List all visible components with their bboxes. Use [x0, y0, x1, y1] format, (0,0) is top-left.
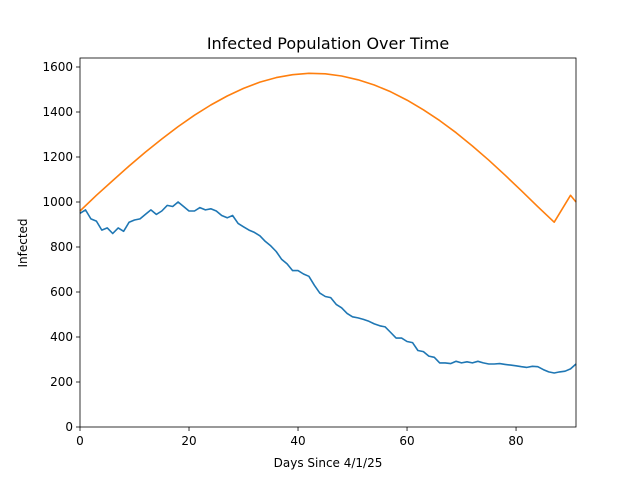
series-line-1	[79, 201, 577, 374]
y-tick-label: 200	[50, 375, 73, 389]
series-line-2	[79, 72, 577, 223]
x-tick-label: 0	[76, 434, 84, 448]
y-tick-label: 1200	[42, 150, 73, 164]
x-axis-label: Days Since 4/1/25	[274, 456, 383, 470]
y-tick-label: 1000	[42, 195, 73, 209]
x-tick-label: 60	[399, 434, 414, 448]
y-tick-label: 1600	[42, 60, 73, 74]
series-layer	[79, 72, 577, 374]
y-axis-label: Infected	[16, 218, 30, 267]
y-axis: 0 200 400 600 800 1000 1200 1400 1600	[42, 60, 80, 434]
y-tick-label: 600	[50, 285, 73, 299]
x-axis: 0 20 40 60 80	[76, 427, 524, 448]
y-tick-label: 800	[50, 240, 73, 254]
plot-frame	[79, 57, 577, 428]
x-tick-label: 40	[290, 434, 305, 448]
chart-title: Infected Population Over Time	[207, 34, 449, 53]
x-tick-label: 20	[181, 434, 196, 448]
x-tick-label: 80	[508, 434, 523, 448]
y-tick-label: 400	[50, 330, 73, 344]
y-tick-label: 1400	[42, 105, 73, 119]
y-tick-label: 0	[65, 420, 73, 434]
